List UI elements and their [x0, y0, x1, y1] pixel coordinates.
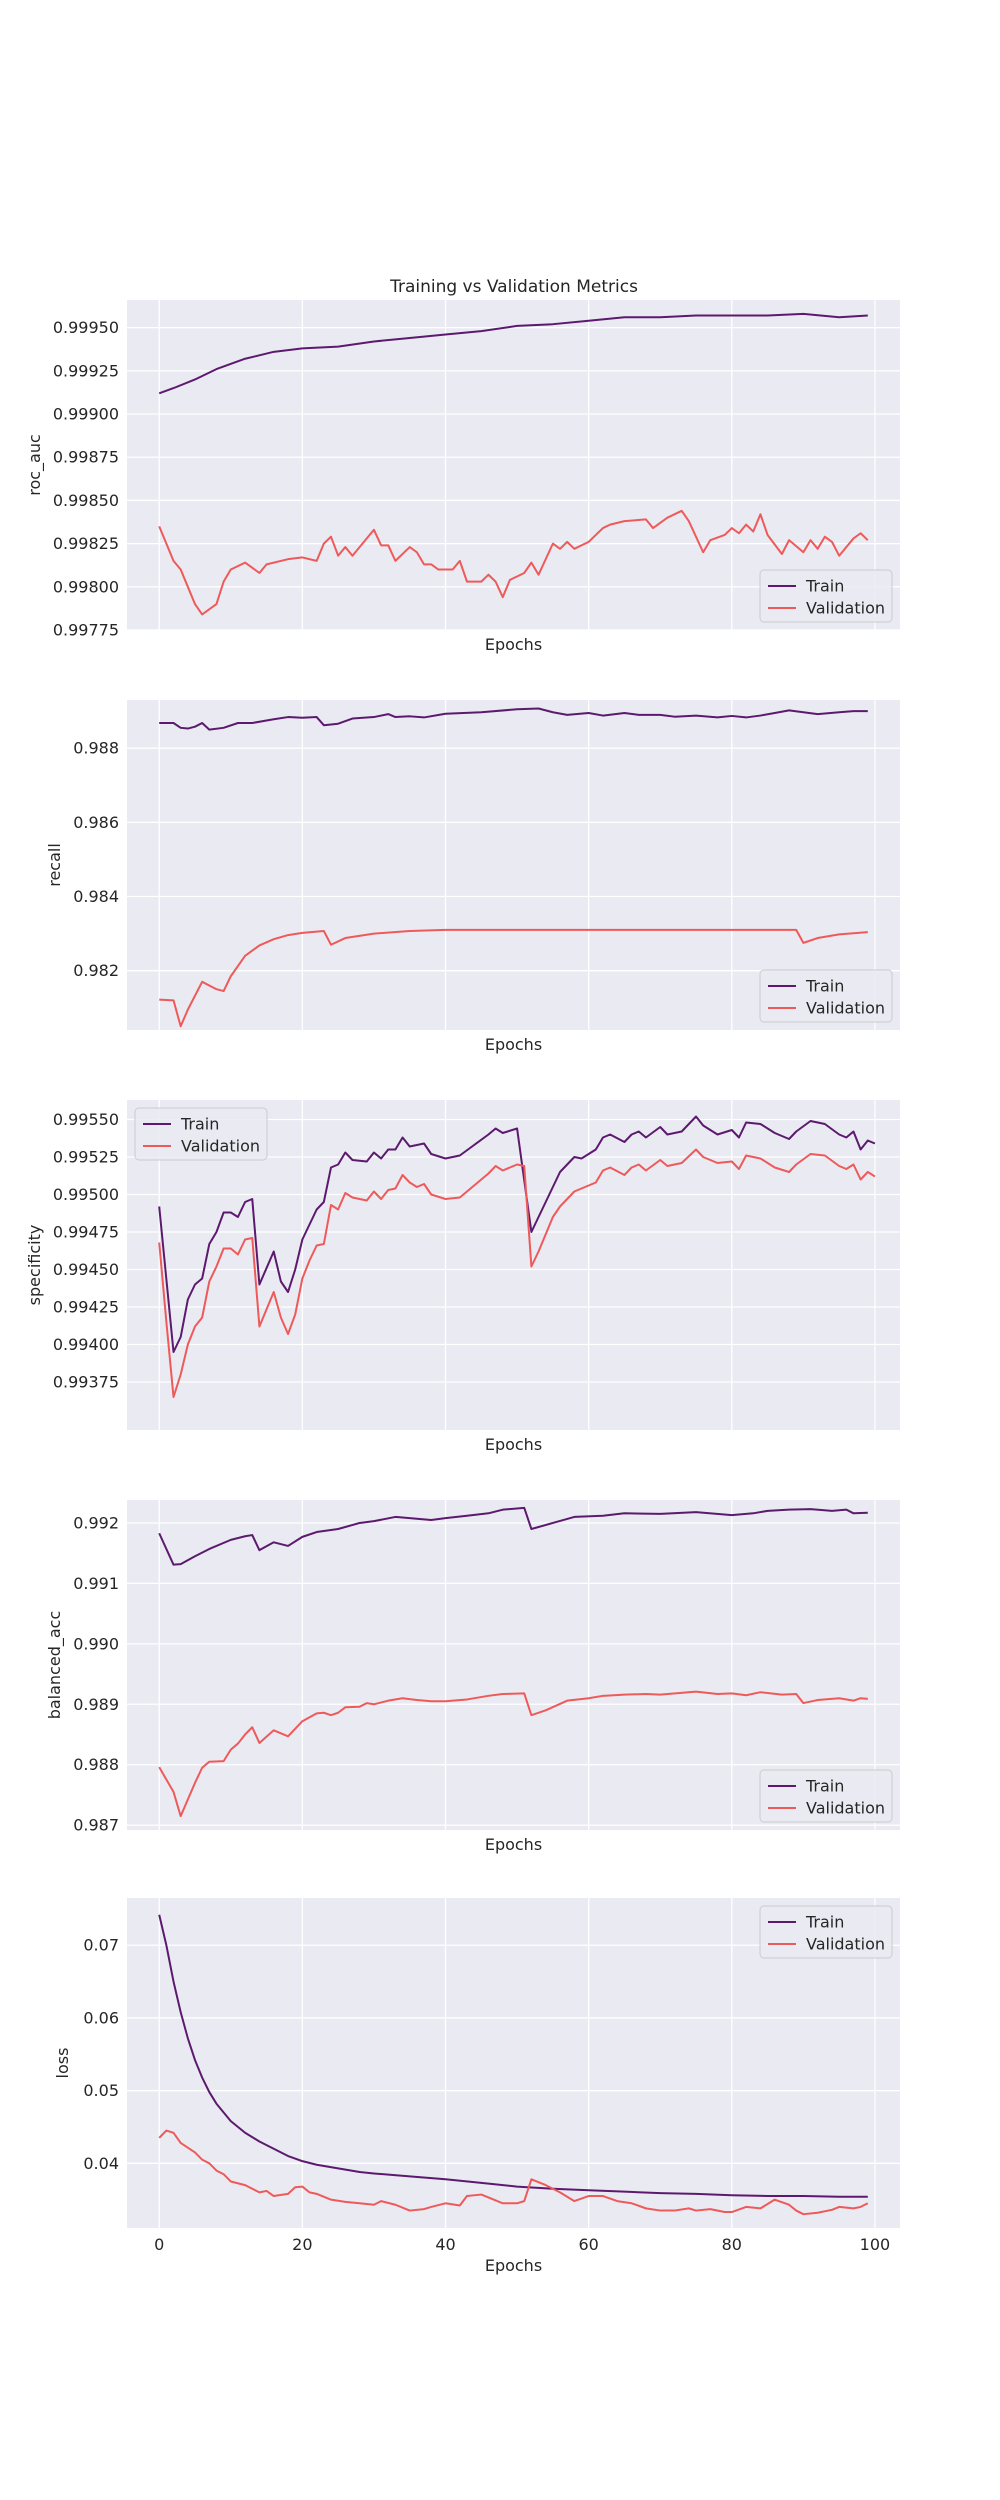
legend: Train Validation — [759, 1769, 893, 1823]
series-line-train — [158, 312, 868, 395]
x-tick-label: 40 — [435, 2235, 455, 2254]
panel-roc_auc: 0.99775 0.99800 0.99825 0.99850 0.99875 0.999… — [25, 300, 900, 654]
legend-label-validation: Validation — [806, 1935, 885, 1954]
series-line-train — [158, 1115, 876, 1353]
panel-balanced_acc: 0.987 0.988 0.989 0.990 0.991 0.992 Epochs bala… — [45, 1500, 900, 1854]
y-axis-label: roc_auc — [25, 434, 45, 496]
y-tick-label: 0.990 — [73, 1634, 119, 1653]
legend: Train Validation — [759, 1905, 893, 1959]
y-tick-label: 0.989 — [73, 1695, 119, 1714]
x-axis-label: Epochs — [485, 635, 542, 654]
y-tick-label: 0.99525 — [53, 1148, 119, 1167]
legend-label-train: Train — [805, 1913, 844, 1932]
y-tick-label: 0.988 — [73, 1755, 119, 1774]
legend: Train Validation — [134, 1107, 268, 1161]
legend-label-validation: Validation — [806, 1799, 885, 1818]
x-tick-label: 60 — [578, 2235, 598, 2254]
legend-label-train: Train — [805, 977, 844, 996]
legend-label-validation: Validation — [806, 599, 885, 618]
x-tick-label: 80 — [722, 2235, 742, 2254]
y-tick-label: 0.99900 — [53, 405, 119, 424]
legend-label-validation: Validation — [806, 999, 885, 1018]
x-axis-label: Epochs — [485, 1835, 542, 1854]
y-tick-label: 0.982 — [73, 961, 119, 980]
panel-loss: 0.04 0.05 0.06 0.07 0 20 40 60 80 100 Epochs loss Tr… — [53, 1898, 900, 2275]
y-tick-label: 0.05 — [83, 2081, 119, 2100]
y-axis-label: balanced_acc — [45, 1611, 65, 1720]
x-tick-label: 0 — [154, 2235, 164, 2254]
y-tick-label: 0.99875 — [53, 448, 119, 467]
series-line-validation — [158, 2129, 869, 2216]
legend: Train Validation — [759, 969, 893, 1023]
panel-recall: 0.982 0.984 0.986 0.988 Epochs recall Train Val… — [45, 700, 900, 1054]
y-tick-label: 0.06 — [83, 2008, 119, 2027]
y-tick-label: 0.04 — [83, 2154, 119, 2173]
series-line-train — [158, 1506, 868, 1566]
figure-title: Training vs Validation Metrics — [389, 277, 638, 297]
x-tick-label: 20 — [292, 2235, 312, 2254]
y-tick-label: 0.992 — [73, 1513, 119, 1532]
y-tick-label: 0.99375 — [53, 1373, 119, 1392]
legend-label-train: Train — [805, 1777, 844, 1796]
x-axis-label: Epochs — [485, 1035, 542, 1054]
panel-specificity: 0.99375 0.99400 0.99425 0.99450 0.99475 0.995… — [25, 1100, 900, 1454]
series-line-train — [159, 707, 868, 731]
legend-label-validation: Validation — [181, 1137, 260, 1156]
y-tick-label: 0.986 — [73, 813, 119, 832]
x-axis-label: Epochs — [485, 2256, 542, 2275]
y-tick-label: 0.99550 — [53, 1110, 119, 1129]
series-line-train — [158, 1914, 868, 2198]
series-line-validation — [159, 928, 868, 1028]
y-tick-label: 0.07 — [83, 1936, 119, 1955]
series-line-validation — [158, 509, 869, 616]
y-tick-label: 0.99475 — [53, 1223, 119, 1242]
y-tick-label: 0.99500 — [53, 1185, 119, 1204]
series-line-validation — [158, 1690, 868, 1818]
subplot-panels: 0.99775 0.99800 0.99825 0.99850 0.99875 0.999… — [25, 300, 900, 2275]
y-tick-label: 0.99850 — [53, 491, 119, 510]
y-axis-label: specificity — [25, 1225, 44, 1306]
y-tick-label: 0.99825 — [53, 534, 119, 553]
x-tick-label: 100 — [860, 2235, 891, 2254]
y-tick-label: 0.991 — [73, 1574, 119, 1593]
legend-label-train: Train — [180, 1115, 219, 1134]
y-axis-label: recall — [45, 843, 64, 887]
y-tick-label: 0.99450 — [53, 1260, 119, 1279]
x-axis-label: Epochs — [485, 1435, 542, 1454]
series-line-validation — [158, 1148, 876, 1398]
y-tick-label: 0.99775 — [53, 621, 119, 640]
y-tick-label: 0.99800 — [53, 577, 119, 596]
y-tick-label: 0.984 — [73, 887, 119, 906]
y-tick-label: 0.99400 — [53, 1335, 119, 1354]
y-tick-label: 0.99950 — [53, 318, 119, 337]
legend: Train Validation — [759, 569, 893, 623]
y-tick-label: 0.987 — [73, 1816, 119, 1835]
y-tick-label: 0.99425 — [53, 1298, 119, 1317]
y-axis-label: loss — [53, 2048, 72, 2079]
y-tick-label: 0.99925 — [53, 361, 119, 380]
legend-label-train: Train — [805, 577, 844, 596]
y-tick-label: 0.988 — [73, 739, 119, 758]
